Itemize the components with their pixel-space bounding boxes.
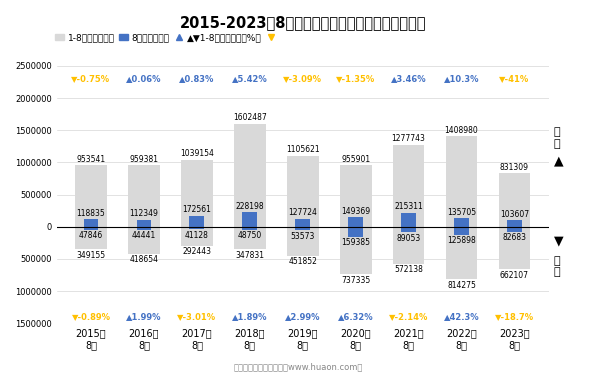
Text: 112349: 112349 — [129, 209, 159, 218]
Text: ▲1.89%: ▲1.89% — [232, 312, 268, 321]
Bar — [296, 227, 310, 230]
Text: 572138: 572138 — [394, 265, 423, 274]
Text: 831309: 831309 — [500, 163, 529, 172]
Bar — [499, 227, 530, 269]
Bar — [340, 227, 371, 274]
Text: ▲1.99%: ▲1.99% — [126, 312, 162, 321]
Bar — [401, 227, 416, 232]
Text: ▲2.99%: ▲2.99% — [285, 312, 321, 321]
Text: 125898: 125898 — [447, 236, 476, 245]
Text: ▲0.83%: ▲0.83% — [179, 73, 215, 82]
Text: 44441: 44441 — [132, 231, 156, 240]
Bar — [393, 145, 424, 227]
Bar — [181, 227, 213, 245]
Text: ▲0.06%: ▲0.06% — [126, 73, 162, 82]
Text: ▲10.3%: ▲10.3% — [444, 73, 479, 82]
Bar — [83, 227, 98, 230]
Text: ▼-3.09%: ▼-3.09% — [283, 73, 322, 82]
Bar — [454, 218, 469, 227]
Text: ▼: ▼ — [554, 234, 563, 247]
Text: 1408980: 1408980 — [445, 126, 479, 135]
Text: ▲: ▲ — [554, 155, 563, 167]
Title: 2015-2023年8月苏州工业园综合保税区进、出口额: 2015-2023年8月苏州工业园综合保税区进、出口额 — [179, 15, 426, 30]
Bar — [340, 165, 371, 227]
Text: 1602487: 1602487 — [233, 113, 266, 122]
Bar — [243, 212, 257, 227]
Text: ▼-0.89%: ▼-0.89% — [72, 312, 110, 321]
Text: 118835: 118835 — [77, 209, 105, 218]
Text: ▲5.42%: ▲5.42% — [232, 73, 268, 82]
Text: 进
口: 进 口 — [554, 256, 560, 278]
Bar — [136, 227, 151, 230]
Text: 41128: 41128 — [185, 231, 209, 240]
Text: 出
口: 出 口 — [554, 127, 560, 149]
Bar — [287, 156, 319, 227]
Text: 292443: 292443 — [182, 247, 212, 256]
Bar — [499, 173, 530, 227]
Text: 135705: 135705 — [447, 208, 476, 217]
Text: ▼-3.01%: ▼-3.01% — [178, 312, 216, 321]
Bar — [243, 227, 257, 230]
Bar — [287, 227, 319, 256]
Bar — [190, 227, 204, 229]
Text: 82683: 82683 — [502, 233, 526, 242]
Text: 172561: 172561 — [182, 205, 212, 214]
Text: ▼-1.35%: ▼-1.35% — [336, 73, 375, 82]
Bar — [446, 136, 477, 227]
Text: 953541: 953541 — [76, 155, 105, 164]
Legend: 1-8月（万美元）, 8月（万美元）, ▲▼1-8月同比增速（%）, : 1-8月（万美元）, 8月（万美元）, ▲▼1-8月同比增速（%）, — [51, 29, 283, 46]
Text: 959381: 959381 — [129, 154, 159, 164]
Bar — [234, 227, 266, 249]
Text: ▲6.32%: ▲6.32% — [338, 312, 374, 321]
Bar — [181, 160, 213, 227]
Bar — [348, 227, 363, 237]
Text: ▼-18.7%: ▼-18.7% — [495, 312, 534, 321]
Text: 53573: 53573 — [291, 232, 315, 241]
Text: 228198: 228198 — [235, 202, 264, 211]
Text: 159385: 159385 — [341, 238, 370, 247]
Bar — [454, 227, 469, 235]
Text: 1277743: 1277743 — [392, 134, 426, 143]
Text: 215311: 215311 — [394, 203, 423, 211]
Text: ▲42.3%: ▲42.3% — [444, 312, 479, 321]
Bar — [393, 227, 424, 264]
Text: 418654: 418654 — [129, 255, 159, 264]
Text: ▲3.46%: ▲3.46% — [391, 73, 426, 82]
Bar — [128, 227, 160, 254]
Text: 347831: 347831 — [235, 251, 264, 260]
Text: 47846: 47846 — [79, 231, 103, 240]
Text: 制图：华经产业研究院（www.huaon.com）: 制图：华经产业研究院（www.huaon.com） — [233, 362, 363, 371]
Text: 349155: 349155 — [76, 251, 105, 260]
Bar — [75, 227, 107, 249]
Bar — [75, 165, 107, 227]
Text: 451852: 451852 — [288, 257, 317, 266]
Bar — [296, 219, 310, 227]
Text: 149369: 149369 — [341, 207, 370, 216]
Text: 1039154: 1039154 — [180, 150, 214, 159]
Text: 814275: 814275 — [447, 280, 476, 289]
Text: 127724: 127724 — [288, 208, 317, 217]
Bar — [190, 216, 204, 227]
Text: 1105621: 1105621 — [286, 145, 319, 154]
Bar — [507, 220, 522, 227]
Text: 48750: 48750 — [238, 231, 262, 240]
Bar — [507, 227, 522, 232]
Bar — [128, 165, 160, 227]
Text: ▼-41%: ▼-41% — [499, 73, 530, 82]
Bar — [348, 217, 363, 227]
Text: 955901: 955901 — [341, 155, 370, 164]
Text: 89053: 89053 — [396, 234, 421, 243]
Bar — [234, 123, 266, 227]
Bar — [401, 213, 416, 227]
Bar — [446, 227, 477, 279]
Bar — [83, 219, 98, 227]
Text: ▼-0.75%: ▼-0.75% — [72, 73, 111, 82]
Text: 662107: 662107 — [500, 271, 529, 280]
Text: 737335: 737335 — [341, 276, 370, 285]
Text: ▼-2.14%: ▼-2.14% — [389, 312, 429, 321]
Bar — [136, 220, 151, 227]
Text: 103607: 103607 — [500, 210, 529, 219]
